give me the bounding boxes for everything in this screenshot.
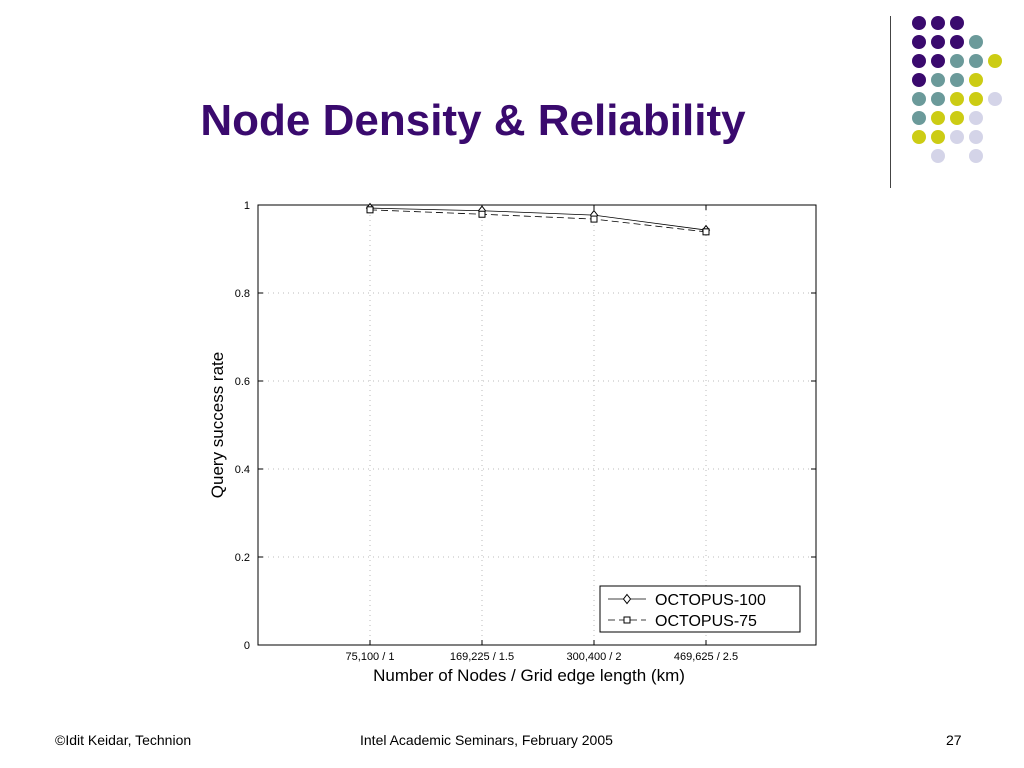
x-tick-label: 469,625 / 2.5 xyxy=(674,651,738,663)
data-point-square xyxy=(366,206,374,214)
series-line xyxy=(369,207,707,231)
decorative-dot xyxy=(988,54,1002,68)
x-axis-label: Number of Nodes / Grid edge length (km) xyxy=(373,666,685,685)
y-axis: 0 0.2 0.4 0.6 0.8 1 xyxy=(235,200,816,652)
y-tick-label: 0.4 xyxy=(235,464,250,476)
decorative-dot xyxy=(950,54,964,68)
data-point-diamond xyxy=(622,593,632,605)
decorative-dot xyxy=(969,111,983,125)
decorative-dot xyxy=(969,92,983,106)
y-tick-label: 0.8 xyxy=(235,288,250,300)
decorative-dot xyxy=(912,16,926,30)
y-axis-label: Query success rate xyxy=(208,352,227,498)
legend-box xyxy=(599,585,801,633)
data-point-square xyxy=(623,616,631,624)
decorative-dot xyxy=(912,73,926,87)
decorative-dot xyxy=(950,35,964,49)
x-tick-label: 300,400 / 2 xyxy=(566,651,621,663)
legend-label: OCTOPUS-75 xyxy=(655,613,757,630)
x-tick-label: 169,225 / 1.5 xyxy=(450,651,514,663)
decorative-dot xyxy=(931,35,945,49)
decorative-dot xyxy=(950,92,964,106)
x-axis: 75,100 / 1 169,225 / 1.5 300,400 / 2 469,62… xyxy=(346,205,738,663)
line-chart: 0 0.2 0.4 0.6 0.8 1 75,100 / 1 169,225 / 1.5 30… xyxy=(208,200,817,685)
decorative-dot xyxy=(931,73,945,87)
title-divider xyxy=(890,16,891,188)
decorative-dot xyxy=(912,35,926,49)
chart-grid xyxy=(258,204,816,646)
decorative-dot xyxy=(931,54,945,68)
decorative-dot xyxy=(931,16,945,30)
plot-area xyxy=(257,204,817,646)
decorative-dot xyxy=(931,149,945,163)
decorative-dot xyxy=(988,92,1002,106)
y-tick-label: 1 xyxy=(244,200,250,212)
series-octopus-75 xyxy=(366,206,710,236)
decorative-dot xyxy=(969,130,983,144)
decorative-dot xyxy=(950,130,964,144)
y-tick-label: 0.2 xyxy=(235,552,250,564)
decorative-dot xyxy=(950,16,964,30)
data-point-square xyxy=(702,228,710,236)
footer-author: ©Idit Keidar, Technion xyxy=(55,732,192,748)
decorative-dot xyxy=(950,73,964,87)
legend-label: OCTOPUS-100 xyxy=(655,592,766,609)
decorative-dot xyxy=(912,54,926,68)
data-point-square xyxy=(590,215,598,223)
data-point-square xyxy=(478,210,486,218)
y-tick-label: 0 xyxy=(244,640,250,652)
page-number: 27 xyxy=(946,732,962,748)
x-tick-label: 75,100 / 1 xyxy=(346,651,395,663)
series-octopus-100 xyxy=(365,202,711,236)
footer-event: Intel Academic Seminars, February 2005 xyxy=(360,732,613,748)
decorative-dot xyxy=(969,149,983,163)
decorative-dot xyxy=(969,73,983,87)
legend: OCTOPUS-100 OCTOPUS-75 xyxy=(599,585,801,633)
series-line xyxy=(369,209,707,233)
y-tick-label: 0.6 xyxy=(235,376,250,388)
decorative-dot xyxy=(969,54,983,68)
slide-title: Node Density & Reliability xyxy=(200,96,746,145)
decorative-dot xyxy=(969,35,983,49)
decorative-dot xyxy=(950,111,964,125)
series-layer xyxy=(365,202,711,236)
